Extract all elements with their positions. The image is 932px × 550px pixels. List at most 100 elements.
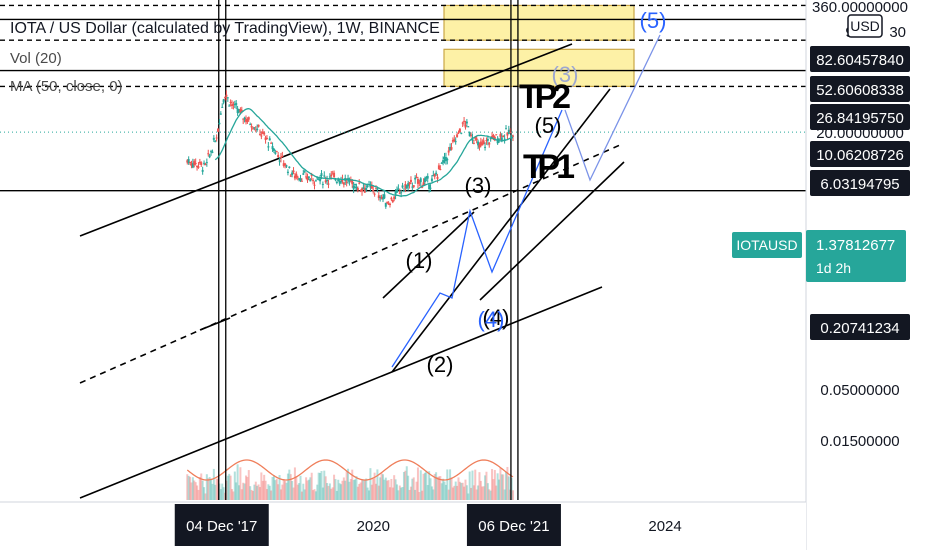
- candle-body-69: [282, 163, 285, 166]
- candle-body-117: [349, 180, 352, 182]
- volume-bar-141: [383, 479, 386, 500]
- volume-bar-191: [453, 485, 456, 500]
- volume-bar-155: [402, 471, 405, 500]
- volume-bar-208: [477, 485, 480, 500]
- volume-bar-124: [359, 482, 362, 500]
- candle-body-47: [251, 128, 254, 130]
- candle-body-146: [390, 197, 393, 200]
- wave-label-0: (1): [406, 248, 433, 273]
- candle-body-195: [458, 128, 461, 132]
- volume-bar-117: [349, 478, 352, 500]
- volume-bar-220: [493, 470, 496, 500]
- candle-body-15: [207, 153, 210, 155]
- volume-bar-95: [319, 473, 322, 500]
- candle-body-200: [465, 121, 468, 124]
- candle-body-161: [411, 186, 414, 188]
- volume-bar-7: [196, 485, 199, 500]
- candle-body-175: [430, 178, 433, 182]
- candle-body-5: [193, 161, 196, 165]
- candle-body-68: [281, 156, 284, 158]
- target-zone-1: [443, 48, 635, 88]
- volume-bar-82: [300, 491, 303, 500]
- volume-bar-222: [496, 473, 499, 500]
- volume-bar-40: [242, 482, 245, 500]
- volume-bar-139: [380, 473, 383, 500]
- volume-bar-58: [267, 484, 270, 500]
- candle-body-219: [492, 135, 495, 138]
- candle-body-49: [254, 129, 257, 131]
- volume-bar-78: [295, 476, 298, 500]
- volume-bar-131: [369, 468, 372, 500]
- trend-line-6: [199, 317, 231, 331]
- candle-body-202: [468, 132, 471, 137]
- candle-body-153: [400, 192, 403, 194]
- candle-body-191: [453, 139, 456, 142]
- volume-bar-37: [238, 485, 241, 500]
- volume-bar-181: [439, 476, 442, 500]
- candle-body-43: [246, 118, 249, 123]
- candle-body-155: [402, 190, 405, 192]
- volume-bar-35: [235, 482, 238, 500]
- volume-bar-176: [432, 489, 435, 500]
- volume-bar-85: [305, 477, 308, 500]
- volume-bar-45: [249, 486, 252, 500]
- volume-bar-144: [387, 480, 390, 500]
- ma-indicator-label[interactable]: MA (50, close, 0): [10, 78, 123, 95]
- volume-bar-73: [288, 469, 291, 500]
- price-label-9: 0.05000000: [820, 382, 899, 399]
- volume-bar-10: [200, 473, 203, 500]
- volume-bar-206: [474, 469, 477, 500]
- candle-body-216: [488, 142, 491, 145]
- time-label-box-0: [174, 504, 269, 546]
- candle-body-64: [275, 151, 278, 153]
- volume-bar-158: [407, 475, 410, 500]
- volume-bar-12: [203, 487, 206, 500]
- volume-bar-93: [316, 484, 319, 500]
- volume-bar-21: [215, 478, 218, 500]
- volume-bar-171: [425, 470, 428, 500]
- volume-bar-204: [471, 470, 474, 500]
- volume-bar-34: [233, 471, 236, 500]
- volume-bar-161: [411, 478, 414, 500]
- candle-body-12: [203, 162, 206, 164]
- candle-body-56: [264, 137, 267, 140]
- candle-body-101: [327, 183, 330, 185]
- volume-bar-211: [481, 486, 484, 500]
- volume-bar-46: [250, 489, 253, 500]
- volume-bar-49: [254, 481, 257, 500]
- candle-body-20: [214, 141, 217, 143]
- price-label-box-4: [810, 104, 910, 130]
- volume-bar-119: [352, 479, 355, 500]
- time-axis[interactable]: 04 Dec '17 2020 06 Dec '21 2024: [0, 501, 806, 550]
- candle-body-226: [502, 136, 505, 138]
- candle-body-193: [456, 134, 459, 138]
- volume-bar-27: [224, 492, 227, 500]
- candle-body-65: [277, 154, 280, 158]
- candle-body-78: [295, 173, 298, 178]
- volume-bar-173: [428, 471, 431, 500]
- candle-body-125: [361, 188, 364, 192]
- candle-body-80: [298, 178, 301, 180]
- volume-bar-29: [226, 475, 229, 500]
- volume-bar-1: [187, 475, 190, 500]
- price-label-7: 6.03194795: [820, 176, 899, 193]
- candle-body-168: [421, 187, 424, 189]
- volume-bar-140: [381, 474, 384, 500]
- candle-body-53: [260, 135, 263, 137]
- price-scale[interactable]: 360.0000000098.03082.6045784052.60608338…: [732, 0, 932, 550]
- candle-body-228: [505, 128, 508, 130]
- candle-body-135: [375, 188, 378, 190]
- candle-body-162: [412, 185, 415, 188]
- candle-body-173: [428, 184, 431, 190]
- volume-bar-174: [429, 478, 432, 500]
- time-label-0: 04 Dec '17: [186, 518, 257, 535]
- candle-body-224: [499, 134, 502, 137]
- candle-body-160: [409, 179, 412, 183]
- candle-body-14: [205, 162, 208, 164]
- trend-line-3: [382, 211, 475, 299]
- candle-body-88: [309, 179, 312, 182]
- volume-bar-97: [321, 487, 324, 500]
- volume-indicator-label[interactable]: Vol (20): [10, 50, 62, 67]
